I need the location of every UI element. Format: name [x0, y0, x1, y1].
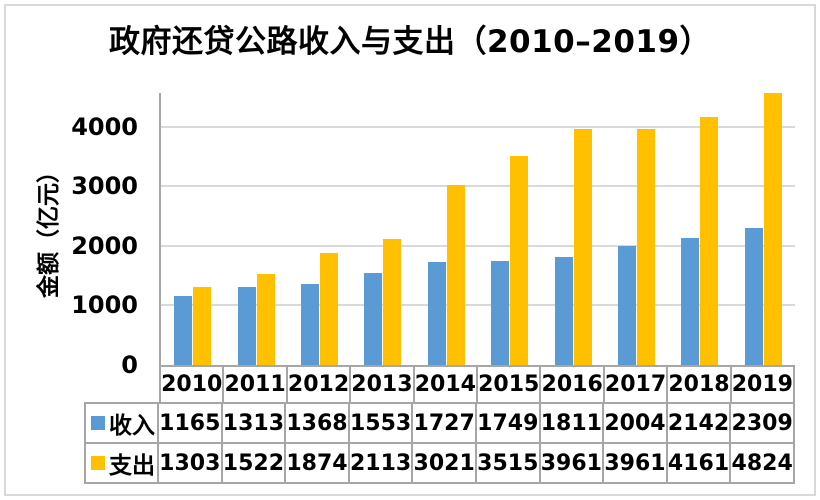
- bar-收入-2014: [427, 262, 446, 365]
- bar-group-2012: [288, 93, 351, 365]
- value-cell-收入-2014: 1727: [413, 404, 477, 442]
- table-row-支出: 支出 1303 1522 1874 2113 3021 3515 3961 3961 4161 48…: [86, 444, 793, 482]
- gridline: [161, 244, 795, 247]
- x-axis-year-row: 2010 2011 2012 2013 2014 2015 2016 2017 2018 2019: [159, 365, 795, 402]
- data-table: 收入 1165 1313 1368 1553 1727 1749 1811 2004 2142 23…: [84, 402, 795, 484]
- value-cell-收入-2016: 1811: [541, 404, 605, 442]
- value-cell-收入-2017: 2004: [604, 404, 668, 442]
- bars-container: [161, 93, 795, 365]
- bar-group-2019: [732, 93, 795, 365]
- value-cell-支出-2012: 1874: [286, 444, 350, 482]
- value-cell-收入-2015: 1749: [477, 404, 541, 442]
- bar-收入-2010: [174, 295, 193, 365]
- bar-支出-2014: [446, 185, 465, 365]
- bar-收入-2011: [237, 286, 256, 365]
- value-cell-支出-2011: 1522: [223, 444, 287, 482]
- value-cell-收入-2011: 1313: [223, 404, 287, 442]
- value-cell-支出-2019: 4824: [731, 450, 793, 476]
- value-cell-收入-2012: 1368: [286, 404, 350, 442]
- bar-收入-2016: [554, 257, 573, 365]
- bar-收入-2015: [491, 260, 510, 365]
- bar-group-2018: [668, 93, 731, 365]
- bar-group-2016: [541, 93, 604, 365]
- bar-支出-2016: [573, 129, 592, 365]
- gridline: [161, 304, 795, 307]
- bar-支出-2019: [763, 93, 782, 365]
- year-cell-2017: 2017: [605, 367, 669, 402]
- year-cell-2010: 2010: [161, 367, 225, 402]
- legend-cell-收入: 收入: [86, 404, 159, 442]
- bar-group-2013: [351, 93, 414, 365]
- bar-收入-2017: [618, 245, 637, 365]
- bar-支出-2018: [700, 117, 719, 365]
- gridline: [161, 185, 795, 188]
- bar-收入-2019: [744, 227, 763, 365]
- legend-key-icon-收入: [91, 416, 105, 430]
- year-cell-2013: 2013: [351, 367, 415, 402]
- table-row-收入: 收入 1165 1313 1368 1553 1727 1749 1811 2004 2142 23…: [86, 404, 793, 444]
- chart-title: 政府还贷公路收入与支出（2010–2019）: [108, 24, 712, 60]
- series-label-收入: 收入: [109, 413, 155, 439]
- y-tick-label: 3000: [71, 172, 138, 201]
- legend-cell-支出: 支出: [86, 444, 159, 482]
- plot-area: [159, 93, 795, 365]
- y-tick-labels: 0 1000 2000 3000 4000: [0, 93, 138, 377]
- legend-key-icon-支出: [91, 456, 105, 470]
- year-cell-2018: 2018: [668, 367, 732, 402]
- value-cell-收入-2010: 1165: [159, 404, 223, 442]
- y-tick-label: 2000: [71, 231, 138, 260]
- bar-支出-2017: [637, 129, 656, 365]
- year-cell-2012: 2012: [288, 367, 352, 402]
- value-cell-支出-2010: 1303: [159, 444, 223, 482]
- bar-收入-2018: [681, 237, 700, 365]
- bar-收入-2012: [301, 283, 320, 365]
- bar-支出-2015: [510, 155, 529, 365]
- y-tick-label: 4000: [71, 112, 138, 141]
- bar-group-2014: [415, 93, 478, 365]
- value-cell-支出-2017: 3961: [604, 444, 668, 482]
- bar-支出-2011: [256, 274, 275, 365]
- bar-支出-2012: [320, 253, 339, 365]
- value-cell-支出-2016: 3961: [541, 444, 605, 482]
- bar-支出-2013: [383, 239, 402, 365]
- series-label-支出: 支出: [109, 453, 155, 479]
- value-cell-支出-2018: 4161: [668, 444, 732, 482]
- y-tick-label: 1000: [71, 291, 138, 320]
- value-cell-支出-2015: 3515: [477, 444, 541, 482]
- year-cell-2016: 2016: [541, 367, 605, 402]
- bar-group-2017: [605, 93, 668, 365]
- year-cell-2015: 2015: [478, 367, 542, 402]
- bar-group-2010: [161, 93, 224, 365]
- gridline: [161, 125, 795, 128]
- value-cell-支出-2014: 3021: [413, 444, 477, 482]
- value-cell-收入-2018: 2142: [668, 404, 732, 442]
- bar-支出-2010: [193, 287, 212, 365]
- year-cell-2014: 2014: [415, 367, 479, 402]
- year-cell-2011: 2011: [224, 367, 288, 402]
- value-cell-支出-2013: 2113: [350, 444, 414, 482]
- y-tick-label: 0: [121, 351, 138, 379]
- bar-group-2015: [478, 93, 541, 365]
- year-cell-2019: 2019: [731, 372, 793, 397]
- value-cell-收入-2019: 2309: [731, 410, 793, 436]
- bar-收入-2013: [364, 272, 383, 365]
- bar-group-2011: [224, 93, 287, 365]
- value-cell-收入-2013: 1553: [350, 404, 414, 442]
